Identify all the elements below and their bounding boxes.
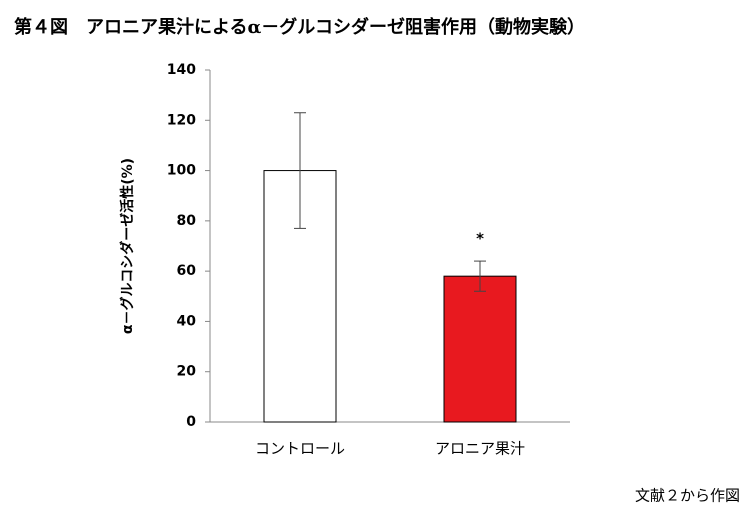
x-tick-label: コントロール — [255, 440, 345, 458]
x-tick-label: アロニア果汁 — [435, 440, 525, 458]
y-axis-label: α－グルコシダーゼ活性(%) — [119, 158, 136, 334]
y-tick-label: 60 — [177, 263, 197, 279]
y-tick-label: 40 — [177, 313, 197, 329]
error-bar — [474, 260, 486, 292]
y-tick-label: 120 — [167, 112, 196, 128]
source-note: 文献２から作図 — [635, 487, 740, 505]
y-tick-label: 0 — [186, 414, 196, 430]
error-bar — [294, 112, 306, 229]
chart-title: 第４図 アロニア果汁によるα－グルコシダーゼ阻害作用（動物実験） — [14, 16, 585, 38]
significance-mark: * — [476, 230, 484, 248]
y-tick-label: 140 — [167, 62, 196, 78]
y-tick-label: 80 — [177, 213, 197, 229]
bar — [443, 275, 517, 423]
y-tick-label: 20 — [177, 364, 197, 380]
y-tick-label: 100 — [167, 163, 196, 179]
